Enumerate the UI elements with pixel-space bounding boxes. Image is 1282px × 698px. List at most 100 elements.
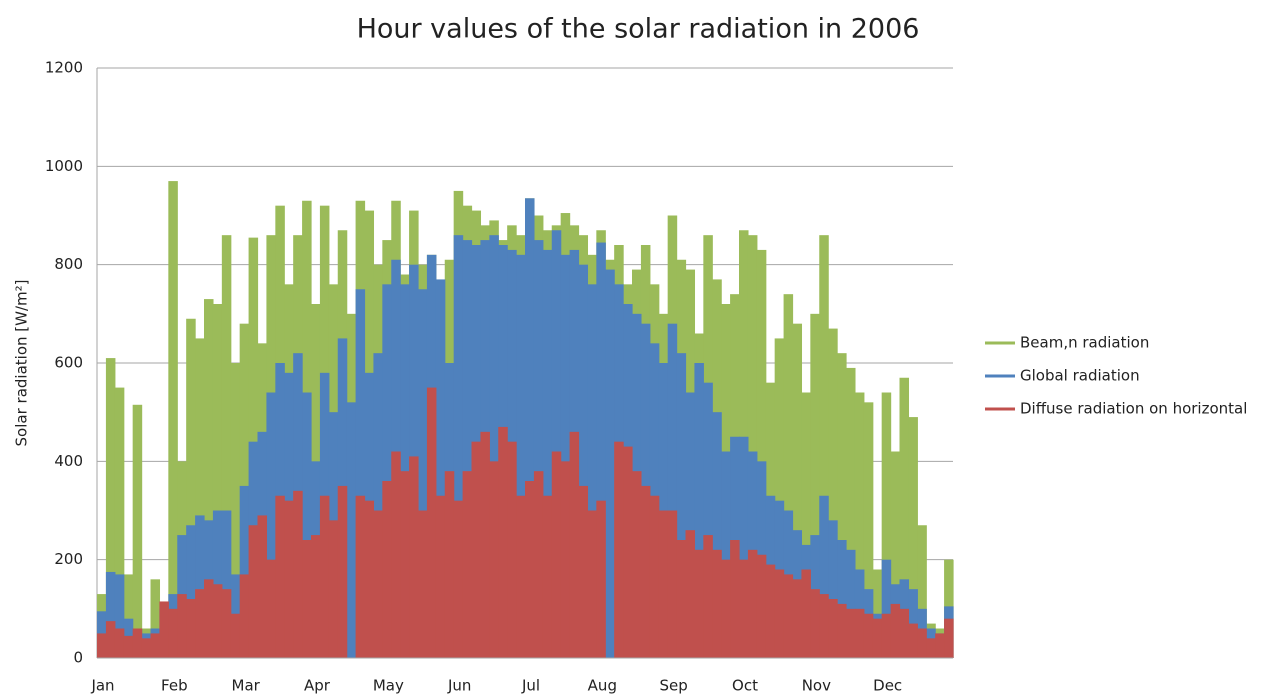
bar xyxy=(435,279,446,658)
bar xyxy=(489,235,499,658)
bar xyxy=(302,540,312,658)
bar xyxy=(828,520,838,658)
bar xyxy=(239,574,250,658)
bar xyxy=(935,633,945,658)
bar xyxy=(605,269,615,658)
bar xyxy=(676,540,687,658)
y-tick-label: 400 xyxy=(54,452,83,470)
bar xyxy=(810,313,820,658)
bar xyxy=(239,485,250,658)
bar xyxy=(516,495,526,658)
x-tick-label: Mar xyxy=(232,677,261,695)
bar xyxy=(801,392,811,658)
bar xyxy=(221,235,232,658)
bar xyxy=(694,363,704,658)
bar xyxy=(230,363,241,658)
bar xyxy=(908,417,918,658)
bar xyxy=(747,549,758,658)
bar xyxy=(676,353,687,658)
bar xyxy=(186,599,196,658)
bar xyxy=(105,358,116,658)
bar xyxy=(319,495,330,658)
bar xyxy=(212,304,223,658)
bar xyxy=(863,402,874,658)
bar xyxy=(195,338,205,658)
bar xyxy=(114,387,125,658)
legend-label: Diffuse radiation on horizontal xyxy=(1020,400,1247,418)
bar xyxy=(444,471,455,658)
bar xyxy=(810,589,820,658)
bar xyxy=(854,392,865,658)
bar xyxy=(114,628,125,658)
bar xyxy=(694,549,704,658)
bar xyxy=(195,515,205,658)
bar xyxy=(890,451,901,658)
bar xyxy=(462,240,473,659)
bar xyxy=(266,559,276,658)
bar xyxy=(917,525,927,658)
x-tick-label: Aug xyxy=(588,677,617,695)
bar xyxy=(560,461,571,658)
bar xyxy=(418,289,428,658)
bar xyxy=(418,510,428,658)
bar xyxy=(337,485,348,658)
bar xyxy=(881,559,892,658)
bar xyxy=(186,318,196,658)
x-tick-label: May xyxy=(373,677,404,695)
bar xyxy=(391,451,401,658)
y-tick-label: 200 xyxy=(54,550,83,568)
bar xyxy=(792,323,803,658)
bar xyxy=(569,431,580,658)
bar xyxy=(837,353,847,658)
bar xyxy=(685,392,696,658)
bar xyxy=(409,456,419,658)
bar xyxy=(382,284,392,658)
bar xyxy=(150,579,161,658)
bar xyxy=(355,495,366,658)
bar xyxy=(881,613,892,658)
bar xyxy=(373,510,383,658)
bar xyxy=(623,446,633,658)
bar xyxy=(266,392,276,658)
bar xyxy=(168,608,178,658)
bar xyxy=(640,485,651,658)
bar xyxy=(926,638,936,658)
bar xyxy=(721,559,731,658)
bar xyxy=(587,510,597,658)
bar xyxy=(890,603,901,658)
y-axis-label: Solar radiation [W/m²] xyxy=(13,280,31,447)
bar xyxy=(551,230,562,658)
bar xyxy=(667,323,678,658)
x-tick-label: Sep xyxy=(660,677,688,695)
bar xyxy=(801,569,811,658)
bar xyxy=(863,613,874,658)
bar xyxy=(177,594,187,658)
bar xyxy=(105,621,116,658)
bar xyxy=(311,535,321,658)
bar xyxy=(783,574,794,658)
x-tick-label: Nov xyxy=(802,677,831,695)
bar xyxy=(551,451,562,658)
bar xyxy=(632,471,642,658)
bar xyxy=(846,367,856,658)
bar xyxy=(783,294,794,658)
bar xyxy=(302,392,312,658)
bar xyxy=(944,618,954,658)
x-tick-label: Jan xyxy=(90,677,114,695)
bar xyxy=(756,249,767,658)
bar xyxy=(747,235,758,658)
bar xyxy=(507,441,517,658)
bar xyxy=(837,540,847,658)
bar xyxy=(560,254,571,659)
legend-label: Beam,n radiation xyxy=(1020,334,1149,352)
bar xyxy=(828,599,838,658)
bar xyxy=(765,564,776,658)
bar xyxy=(846,608,856,658)
bar xyxy=(204,579,214,658)
x-tick-label: Jun xyxy=(447,677,471,695)
bar xyxy=(792,579,803,658)
bar xyxy=(489,461,499,658)
bar xyxy=(132,628,143,658)
bar xyxy=(284,500,294,658)
